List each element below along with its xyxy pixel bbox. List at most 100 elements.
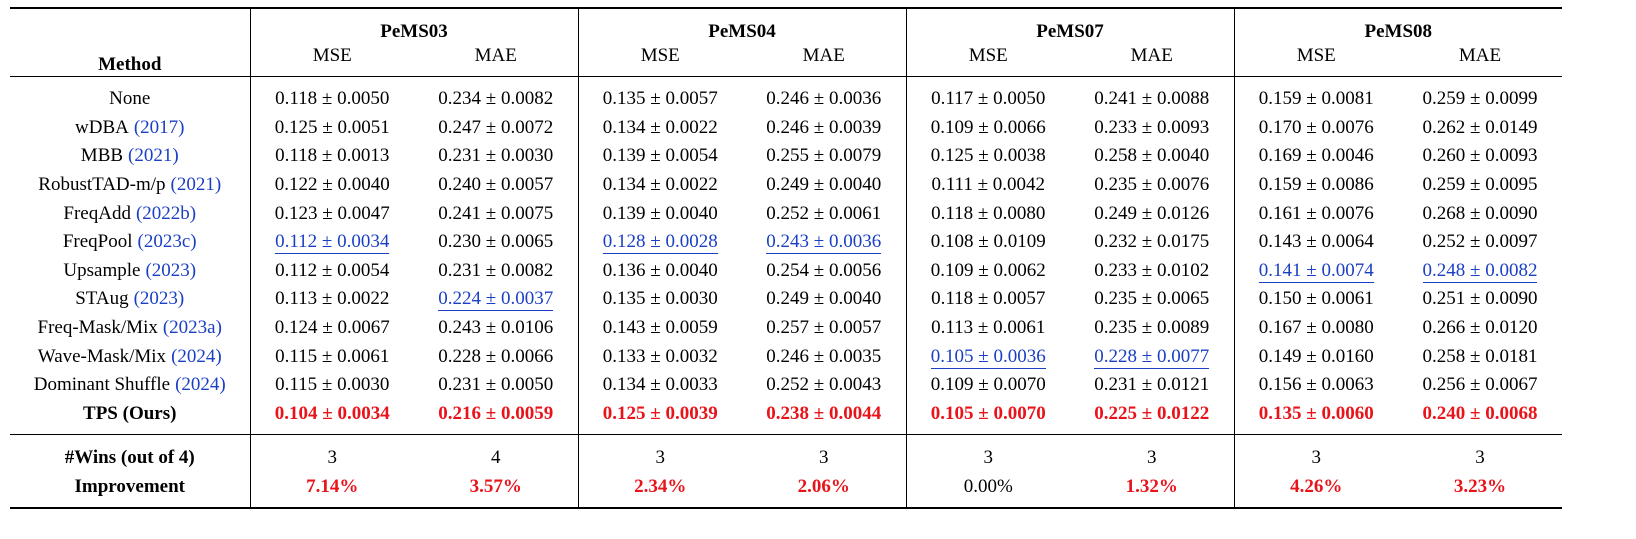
value-cell: 0.150 ± 0.0061 (1233, 285, 1398, 314)
method-name: FreqAdd (63, 202, 131, 224)
column-header: MAE (1398, 43, 1562, 77)
column-header: MSE (905, 43, 1070, 77)
value-text: 0.170 ± 0.0076 (1258, 116, 1374, 138)
method-cell: Dominant Shuffle (2024) (10, 371, 250, 400)
table-header: Method PeMS03 PeMS04 PeMS07 PeMS08 MSE MAE MSE M… (10, 8, 1562, 77)
value-text: 0.118 ± 0.0050 (275, 88, 390, 110)
value-cell: 0.109 ± 0.0070 (905, 370, 1070, 400)
value-text: 0.141 ± 0.0074 (1258, 259, 1374, 283)
value-cell: 0.125 ± 0.0051 (249, 113, 414, 143)
method-name: TPS (Ours) (83, 402, 177, 424)
value-text: 0.240 ± 0.0068 (1422, 402, 1538, 424)
value-text: 0.124 ± 0.0067 (274, 317, 390, 339)
value-cell: 0.230 ± 0.0065 (414, 228, 578, 257)
value-text: 0.139 ± 0.0054 (602, 145, 718, 167)
value-cell: 0.143 ± 0.0059 (577, 313, 742, 343)
value-text: 0.256 ± 0.0067 (1422, 374, 1538, 396)
value-text: 0.224 ± 0.0037 (438, 288, 554, 312)
value-text: 0.246 ± 0.0039 (766, 116, 882, 138)
value-text: 0.113 ± 0.0061 (931, 317, 1046, 339)
value-cell: 0.105 ± 0.0070 (905, 399, 1070, 435)
value-text: 0.231 ± 0.0121 (1094, 374, 1210, 396)
value-cell: 0.249 ± 0.0126 (1070, 199, 1234, 228)
value-text: 0.252 ± 0.0061 (766, 202, 882, 224)
summary-cell: 7.14% (249, 472, 414, 509)
value-text: 0.235 ± 0.0089 (1094, 317, 1210, 339)
summary-cell: 3 (1070, 434, 1234, 473)
value-text: 0.259 ± 0.0095 (1422, 174, 1538, 196)
summary-cell: 2.06% (797, 475, 850, 497)
group-header: PeMS08 (1233, 8, 1562, 43)
table-wrap: Method PeMS03 PeMS04 PeMS07 PeMS08 MSE MAE MSE M… (10, 7, 1562, 510)
value-cell: 0.123 ± 0.0047 (249, 199, 414, 228)
table-body: None 0.118 ± 0.0050 0.234 ± 0.0082 0.135 ± … (10, 76, 1562, 435)
table-row: Freq-Mask/Mix (2023a) 0.124 ± 0.0067 0.243 … (10, 313, 1562, 343)
summary-row: #Wins (out of 4) 3 4 3 3 3 3 3 3 (10, 434, 1562, 473)
value-text: 0.259 ± 0.0099 (1422, 88, 1538, 110)
column-header: MAE (414, 43, 578, 77)
value-cell: 0.139 ± 0.0040 (577, 199, 742, 228)
value-cell: 0.231 ± 0.0082 (414, 257, 578, 286)
value-text: 0.241 ± 0.0088 (1094, 88, 1210, 110)
method-name: FreqPool (62, 231, 133, 253)
value-cell: 0.228 ± 0.0077 (1070, 342, 1234, 371)
value-cell: 0.262 ± 0.0149 (1398, 114, 1562, 143)
value-text: 0.109 ± 0.0062 (930, 259, 1046, 281)
value-cell: 0.268 ± 0.0090 (1398, 199, 1562, 228)
value-cell: 0.109 ± 0.0062 (905, 256, 1070, 286)
value-text: 0.228 ± 0.0077 (1094, 345, 1210, 369)
value-text: 0.233 ± 0.0093 (1094, 116, 1210, 138)
value-text: 0.109 ± 0.0070 (930, 374, 1046, 396)
value-text: 0.258 ± 0.0040 (1094, 145, 1210, 167)
value-text: 0.113 ± 0.0022 (275, 288, 390, 310)
summary-cell: 4.26% (1233, 472, 1398, 509)
value-text: 0.122 ± 0.0040 (274, 174, 390, 196)
summary-label: #Wins (out of 4) (10, 434, 250, 473)
value-text: 0.254 ± 0.0056 (766, 259, 882, 281)
value-cell: 0.111 ± 0.0042 (905, 170, 1070, 200)
summary-cell: 2.34% (577, 472, 742, 509)
value-cell: 0.249 ± 0.0040 (742, 285, 906, 314)
value-cell: 0.249 ± 0.0040 (742, 171, 906, 200)
value-cell: 0.233 ± 0.0093 (1070, 114, 1234, 143)
value-cell: 0.112 ± 0.0054 (249, 256, 414, 286)
value-text: 0.246 ± 0.0036 (766, 88, 882, 110)
value-text: 0.109 ± 0.0066 (930, 116, 1046, 138)
value-text: 0.135 ± 0.0060 (1258, 402, 1374, 424)
summary-cell: 3 (905, 434, 1070, 473)
value-text: 0.240 ± 0.0057 (438, 174, 554, 196)
value-text: 0.235 ± 0.0076 (1094, 174, 1210, 196)
value-text: 0.149 ± 0.0160 (1258, 345, 1374, 367)
value-text: 0.159 ± 0.0086 (1258, 174, 1374, 196)
value-cell: 0.122 ± 0.0040 (249, 170, 414, 200)
value-text: 0.252 ± 0.0097 (1422, 231, 1538, 253)
value-text: 0.105 ± 0.0036 (930, 345, 1046, 369)
value-text: 0.257 ± 0.0057 (766, 317, 882, 339)
value-text: 0.156 ± 0.0063 (1258, 374, 1374, 396)
method-cell: Upsample (2023) (10, 257, 250, 286)
value-cell: 0.143 ± 0.0064 (1233, 227, 1398, 257)
value-cell: 0.246 ± 0.0036 (742, 77, 906, 114)
method-cell: TPS (Ours) (10, 400, 250, 435)
value-cell: 0.231 ± 0.0121 (1070, 371, 1234, 400)
value-cell: 0.231 ± 0.0030 (414, 142, 578, 171)
value-text: 0.115 ± 0.0061 (275, 345, 390, 367)
value-cell: 0.254 ± 0.0056 (742, 257, 906, 286)
value-text: 0.112 ± 0.0034 (275, 231, 390, 255)
method-name: None (109, 88, 151, 110)
method-cell: RobustTAD-m/p (2021) (10, 171, 250, 200)
value-text: 0.216 ± 0.0059 (438, 402, 554, 424)
value-text: 0.150 ± 0.0061 (1258, 288, 1374, 310)
summary-cell: 3.57% (469, 475, 522, 497)
value-text: 0.268 ± 0.0090 (1422, 202, 1538, 224)
summary-cell: 0.00% (905, 472, 1070, 509)
value-text: 0.255 ± 0.0079 (766, 145, 882, 167)
column-header: MSE (577, 43, 742, 77)
value-cell: 0.241 ± 0.0088 (1070, 77, 1234, 114)
value-cell: 0.234 ± 0.0082 (414, 77, 578, 114)
value-cell: 0.159 ± 0.0086 (1233, 170, 1398, 200)
value-text: 0.136 ± 0.0040 (602, 259, 718, 281)
table-row: STAug (2023) 0.113 ± 0.0022 0.224 ± 0.0037 0… (10, 285, 1562, 314)
table-row: FreqPool (2023c) 0.112 ± 0.0034 0.230 ± 0.0… (10, 227, 1562, 257)
method-name: Upsample (63, 259, 141, 281)
